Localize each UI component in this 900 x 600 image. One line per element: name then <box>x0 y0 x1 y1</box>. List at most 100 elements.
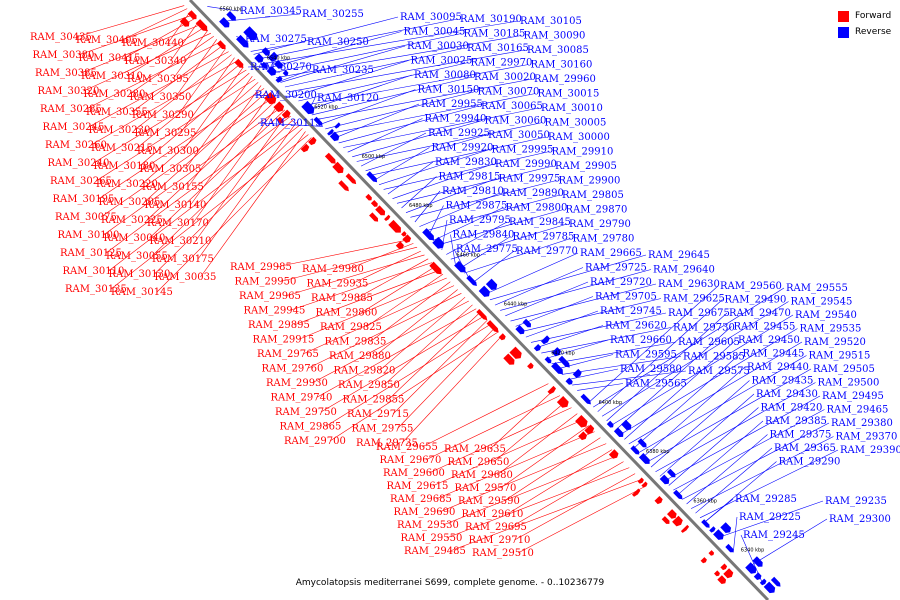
gene-features <box>179 10 781 594</box>
reverse-gene-feature <box>366 171 378 183</box>
label-connector-line <box>271 33 462 74</box>
gene-label: RAM_29900 <box>559 176 621 187</box>
gene-label: RAM_30195 <box>53 194 115 205</box>
gene-label: RAM_30200 <box>255 90 317 101</box>
label-connector-line <box>414 190 441 223</box>
label-connector-line <box>747 518 828 568</box>
gene-label: RAM_29495 <box>822 391 884 402</box>
label-connector-line <box>514 473 636 541</box>
legend: Forward Reverse <box>838 8 891 40</box>
gene-label: RAM_30090 <box>524 31 586 42</box>
gene-label: RAM_30040 <box>104 233 166 244</box>
label-connector-line <box>139 72 250 167</box>
label-connector-line <box>503 437 601 502</box>
label-connector-line <box>733 516 738 553</box>
label-connector-line <box>352 250 421 284</box>
reverse-gene-feature <box>659 474 670 485</box>
gene-label: RAM_30035 <box>155 272 217 283</box>
forward-gene-feature <box>365 193 372 201</box>
label-connector-line <box>320 89 416 125</box>
label-connector-line <box>131 45 223 113</box>
label-connector-line <box>425 395 561 461</box>
gene-label: RAM_30050 <box>488 130 550 141</box>
label-connector-line <box>136 63 241 149</box>
label-connector-line <box>615 326 732 431</box>
label-connector-line <box>170 20 200 62</box>
label-connector-line <box>370 136 547 176</box>
gene-label: RAM_30240 <box>48 158 110 169</box>
gene-label: RAM_30150 <box>418 85 480 96</box>
gene-label: RAM_30065 <box>481 101 543 112</box>
gene-label: RAM_29665 <box>580 248 642 259</box>
forward-gene-feature <box>384 214 391 221</box>
gene-label: RAM_30295 <box>135 128 197 139</box>
reverse-gene-feature <box>273 59 283 69</box>
gene-label: RAM_30220 <box>96 179 158 190</box>
gene-label: RAM_29710 <box>469 535 531 546</box>
label-connector-line <box>280 45 406 83</box>
reverse-gene-feature <box>522 318 531 328</box>
forward-gene-feature <box>654 496 663 505</box>
reverse-gene-feature <box>638 453 650 464</box>
label-connector-line <box>197 122 297 260</box>
gene-label: RAM_29695 <box>465 522 527 533</box>
label-connector-line <box>298 62 469 102</box>
scale-tick-label: 6520 kbp <box>314 105 338 111</box>
gene-label: RAM_29380 <box>831 418 893 429</box>
label-connector-line <box>446 467 630 539</box>
label-connector-line <box>577 383 624 391</box>
gene-label: RAM_29535 <box>800 324 862 335</box>
gene-label: RAM_30305 <box>140 164 202 175</box>
gene-label: RAM_29660 <box>610 335 672 346</box>
label-connector-line <box>566 368 619 381</box>
label-connector-line <box>126 26 206 77</box>
reverse-gene-feature <box>541 335 550 345</box>
gene-label: RAM_30355 <box>86 107 148 118</box>
gene-label: RAM_30080 <box>414 70 476 81</box>
gene-label: RAM_29950 <box>235 277 297 288</box>
gene-label: RAM_30105 <box>520 16 582 27</box>
label-connector-line <box>361 266 436 313</box>
label-connector-line <box>298 277 447 340</box>
label-connector-line <box>329 331 499 442</box>
gene-label: RAM_29945 <box>244 306 306 317</box>
gene-label: RAM_30130 <box>109 269 171 280</box>
gene-label: RAM_29855 <box>343 395 405 406</box>
gene-label: RAM_30055 <box>106 251 168 262</box>
gene-label: RAM_29555 <box>786 283 848 294</box>
label-connector-line <box>530 312 667 343</box>
gene-label: RAM_29845 <box>509 217 571 228</box>
reverse-gene-feature <box>432 236 445 249</box>
gene-label: RAM_29865 <box>280 422 342 433</box>
gene-label: RAM_29635 <box>444 444 506 455</box>
gene-label: RAM_29615 <box>387 481 449 492</box>
label-connector-line <box>95 78 256 182</box>
label-connector-line <box>525 310 599 338</box>
gene-label: RAM_29985 <box>230 262 292 273</box>
gene-label: RAM_29445 <box>743 349 805 360</box>
label-connector-line <box>668 407 759 486</box>
label-connector-line <box>379 296 466 371</box>
label-connector-line <box>484 252 579 295</box>
label-connector-line <box>442 455 618 526</box>
label-connector-line <box>383 304 473 386</box>
label-connector-line <box>493 401 566 463</box>
scale-tick-label: 6440 kbp <box>504 302 528 308</box>
forward-gene-feature <box>375 205 386 216</box>
label-connector-line <box>597 299 723 412</box>
label-connector-line <box>85 42 220 110</box>
label-connector-line <box>388 312 481 400</box>
reverse-gene-feature <box>219 17 230 28</box>
gene-label: RAM_29625 <box>663 294 725 305</box>
gene-label: RAM_30140 <box>145 200 207 211</box>
gene-label: RAM_30440 <box>122 38 184 49</box>
label-connector-line <box>90 60 238 146</box>
label-connector-line <box>401 176 437 209</box>
genome-backbone <box>188 0 770 600</box>
label-connector-line <box>144 91 268 203</box>
gene-label: RAM_29510 <box>472 548 534 559</box>
label-connector-line <box>129 35 214 95</box>
gene-label: RAM_30225 <box>101 215 163 226</box>
gene-label: RAM_29940 <box>425 114 487 125</box>
